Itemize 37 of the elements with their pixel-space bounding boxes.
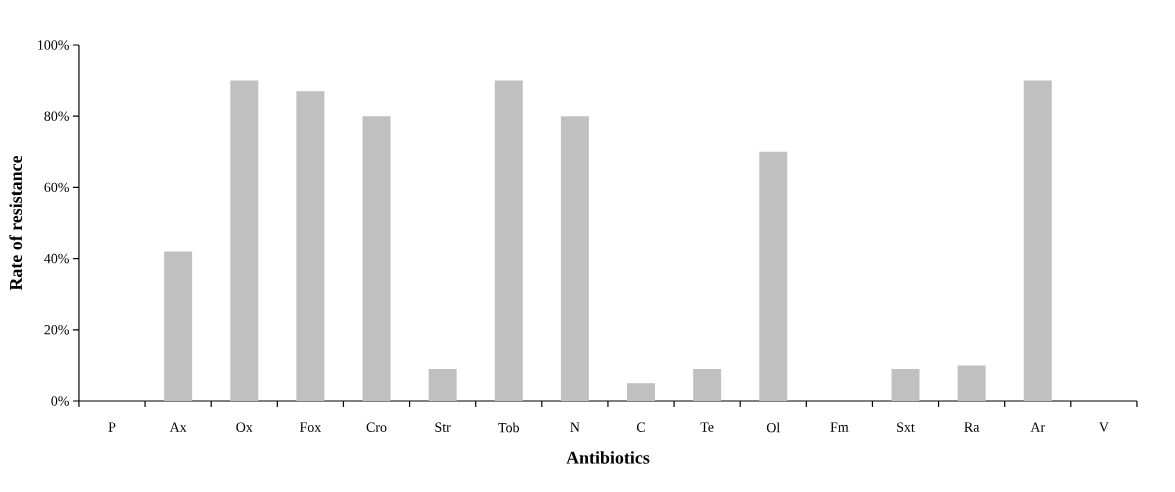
x-tick-label: Tob bbox=[498, 422, 519, 433]
bar bbox=[693, 368, 722, 401]
x-tick-label: V bbox=[1099, 422, 1109, 432]
bar bbox=[428, 368, 457, 401]
y-tick-label: 0% bbox=[51, 396, 69, 406]
bar bbox=[957, 365, 986, 401]
x-tick-label: Str bbox=[435, 422, 451, 432]
bar bbox=[362, 116, 391, 401]
x-tick-label: Fox bbox=[299, 422, 322, 432]
x-tick-label: C bbox=[636, 422, 645, 432]
y-tick-label: 60% bbox=[44, 182, 69, 193]
bar bbox=[560, 116, 589, 401]
bar bbox=[891, 368, 920, 401]
x-tick-label: Cro bbox=[366, 422, 387, 432]
y-tick-label: 80% bbox=[44, 111, 69, 121]
x-axis-title: Antibiotics bbox=[566, 451, 650, 464]
y-axis-title: Rate of resistance bbox=[9, 155, 23, 291]
y-tick-label: 100% bbox=[38, 40, 69, 50]
x-tick-label: Ax bbox=[169, 422, 187, 432]
x-tick-label: P bbox=[108, 422, 116, 432]
x-tick-label: Ox bbox=[236, 422, 253, 432]
x-tick-label: N bbox=[570, 422, 580, 432]
y-tick-label: 20% bbox=[44, 325, 69, 335]
x-tick-label: Ar bbox=[1030, 422, 1045, 432]
bar bbox=[296, 91, 325, 401]
bar bbox=[494, 80, 523, 401]
bar bbox=[1023, 80, 1052, 401]
bar bbox=[230, 80, 259, 401]
bar bbox=[759, 151, 788, 401]
bar bbox=[627, 383, 656, 401]
y-tick-label: 40% bbox=[44, 253, 69, 264]
x-tick-label: Ra bbox=[964, 422, 980, 432]
x-tick-label: Ol bbox=[766, 422, 780, 433]
x-tick-label: Te bbox=[700, 422, 714, 432]
x-tick-label: Fm bbox=[830, 422, 849, 432]
bar bbox=[164, 251, 193, 401]
x-tick-label: Sxt bbox=[897, 422, 915, 432]
